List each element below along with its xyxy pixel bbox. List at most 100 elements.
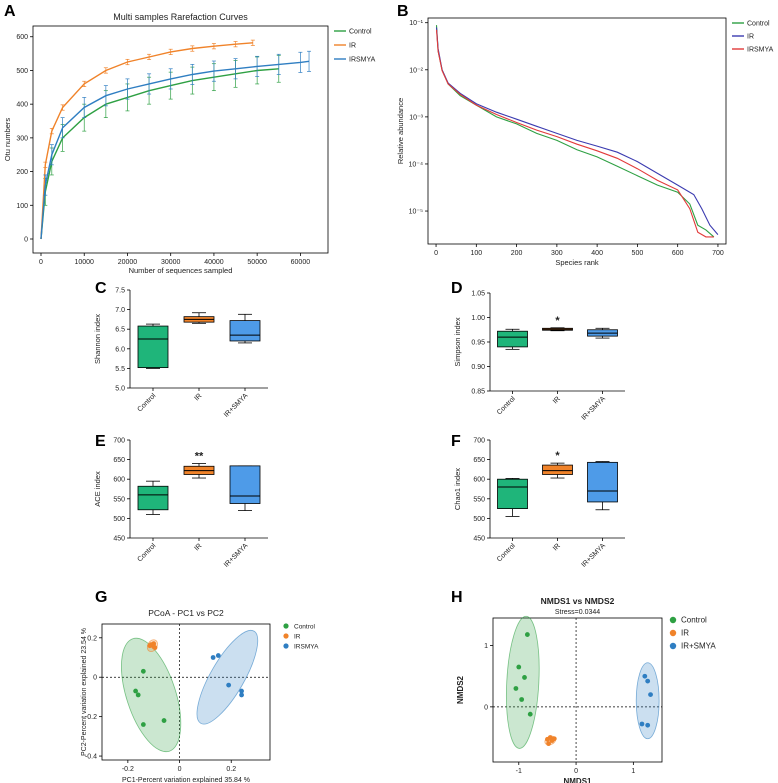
x-axis-label: Number of sequences sampled bbox=[129, 266, 233, 275]
x-tick-label: IR+SMYA bbox=[223, 542, 250, 569]
chart-title: Multi samples Rarefaction Curves bbox=[113, 12, 248, 22]
x-tick-label: 500 bbox=[632, 250, 644, 257]
series-ir bbox=[146, 639, 158, 653]
x-tick-label: 700 bbox=[712, 250, 724, 257]
y-tick-label: 650 bbox=[113, 457, 125, 464]
x-tick-label: Control bbox=[136, 542, 157, 563]
y-tick-label: 0.90 bbox=[471, 364, 485, 371]
y-tick-label: 100 bbox=[16, 203, 28, 210]
series-irsmya bbox=[40, 50, 312, 240]
y-tick-label: 7.5 bbox=[115, 288, 125, 295]
legend-marker bbox=[669, 629, 677, 637]
series-ir bbox=[544, 735, 557, 747]
series-line bbox=[40, 42, 253, 240]
y-tick-label: 10⁻³ bbox=[409, 114, 423, 121]
sample-point bbox=[161, 718, 167, 723]
x-tick-label: Control bbox=[136, 392, 157, 413]
panel-f-boxplot: 450 500 550 600 650 700 Chao1 index Control IR * I… bbox=[453, 438, 625, 569]
plot-frame bbox=[101, 623, 271, 761]
x-tick-label: 1 bbox=[631, 768, 635, 775]
box-ir-smya bbox=[229, 465, 261, 511]
y-tick-label: 0.85 bbox=[471, 389, 485, 396]
legend-label: Control bbox=[681, 616, 707, 625]
y-tick-label: 0.2 bbox=[87, 635, 97, 642]
box-body bbox=[497, 478, 528, 510]
y-tick-label: 1.00 bbox=[471, 315, 485, 322]
panel-label-h: H bbox=[451, 589, 463, 606]
y-tick-label: 5.5 bbox=[115, 366, 125, 373]
y-axis-label: Chao1 index bbox=[453, 468, 462, 510]
y-tick-label: 400 bbox=[16, 102, 28, 109]
legend-marker bbox=[283, 643, 289, 649]
sample-point bbox=[519, 697, 525, 702]
series-irsmya bbox=[196, 629, 259, 725]
y-tick-label: 600 bbox=[113, 477, 125, 484]
box-body bbox=[229, 465, 261, 504]
x-tick-label: 40000 bbox=[204, 259, 224, 266]
sample-point bbox=[135, 692, 141, 698]
x-tick-label: 0 bbox=[39, 259, 43, 266]
x-tick-label: 60000 bbox=[291, 259, 311, 266]
legend-label: IR bbox=[681, 629, 689, 638]
x-tick-label: 20000 bbox=[118, 259, 138, 266]
chart-subtitle: Stress=0.0344 bbox=[555, 609, 600, 616]
panel-b-rank-abundance: 0 100 200 300 400 500 600 700 10⁻¹ 10⁻² 10⁻³ 10⁻⁴ 10… bbox=[396, 17, 774, 267]
legend-marker bbox=[669, 642, 677, 650]
box-control bbox=[497, 328, 528, 350]
legend-label: Control bbox=[747, 21, 770, 28]
y-tick-label: 6.5 bbox=[115, 327, 125, 334]
panel-c-boxplot: 5.0 5.5 6.0 6.5 7.0 7.5 Shannon index Control IR… bbox=[93, 288, 268, 419]
y-axis-label: ACE index bbox=[93, 471, 102, 507]
y-tick-label: 600 bbox=[16, 34, 28, 41]
x-tick-label: -1 bbox=[516, 768, 522, 775]
x-tick-label: -0.2 bbox=[122, 766, 134, 773]
confidence-ellipse bbox=[121, 637, 182, 753]
sample-point bbox=[210, 655, 216, 660]
sample-point bbox=[133, 688, 139, 694]
legend-label: IRSMYA bbox=[294, 644, 319, 651]
x-tick-label: Control bbox=[496, 395, 517, 416]
panel-label-g: G bbox=[95, 589, 107, 606]
legend-label: Control bbox=[294, 624, 316, 631]
y-tick-label: 550 bbox=[473, 496, 485, 503]
box-ir-smya bbox=[587, 461, 618, 511]
sample-point bbox=[140, 722, 146, 727]
x-tick-label: 200 bbox=[511, 250, 523, 257]
y-tick-label: 700 bbox=[473, 438, 485, 445]
box-body bbox=[497, 330, 528, 348]
plot-frame bbox=[492, 617, 663, 763]
x-tick-label: IR bbox=[194, 542, 204, 552]
y-tick-label: 550 bbox=[113, 496, 125, 503]
legend-marker bbox=[283, 633, 289, 639]
x-tick-label: 600 bbox=[672, 250, 684, 257]
box-control bbox=[497, 478, 528, 517]
series-line bbox=[40, 60, 310, 240]
legend-label: IR bbox=[747, 34, 754, 41]
series-ir bbox=[40, 39, 255, 240]
series-control bbox=[506, 615, 540, 749]
x-tick-label: Control bbox=[496, 542, 517, 563]
y-axis-label: Simpson index bbox=[453, 317, 462, 366]
x-tick-label: 0 bbox=[574, 768, 578, 775]
box-ir bbox=[183, 463, 215, 479]
sample-point bbox=[152, 645, 158, 651]
significance-mark: ** bbox=[195, 451, 204, 463]
confidence-ellipse bbox=[635, 662, 660, 740]
box-ir-smya bbox=[229, 313, 261, 344]
legend-marker bbox=[669, 616, 677, 624]
sample-point bbox=[546, 741, 551, 747]
y-tick-label: 450 bbox=[473, 536, 485, 543]
plot-frame bbox=[427, 17, 727, 245]
legend-label: IR bbox=[294, 634, 301, 641]
legend-label: Control bbox=[349, 29, 372, 36]
legend-label: IR+SMYA bbox=[681, 642, 716, 651]
x-tick-label: IR+SMYA bbox=[223, 392, 250, 419]
panel-g-ordination: PCoA - PC1 vs PC2 -0.2 0 0.2 -0.4 -0.2 0 0.2 PC1… bbox=[81, 608, 319, 783]
y-tick-label: 500 bbox=[16, 68, 28, 75]
y-axis-label: Otu numbers bbox=[3, 118, 12, 162]
legend-marker bbox=[283, 623, 289, 629]
y-tick-label: 600 bbox=[473, 477, 485, 484]
box-body bbox=[137, 485, 169, 511]
x-axis-label: NMDS1 bbox=[563, 777, 592, 783]
x-tick-label: 0 bbox=[178, 766, 182, 773]
